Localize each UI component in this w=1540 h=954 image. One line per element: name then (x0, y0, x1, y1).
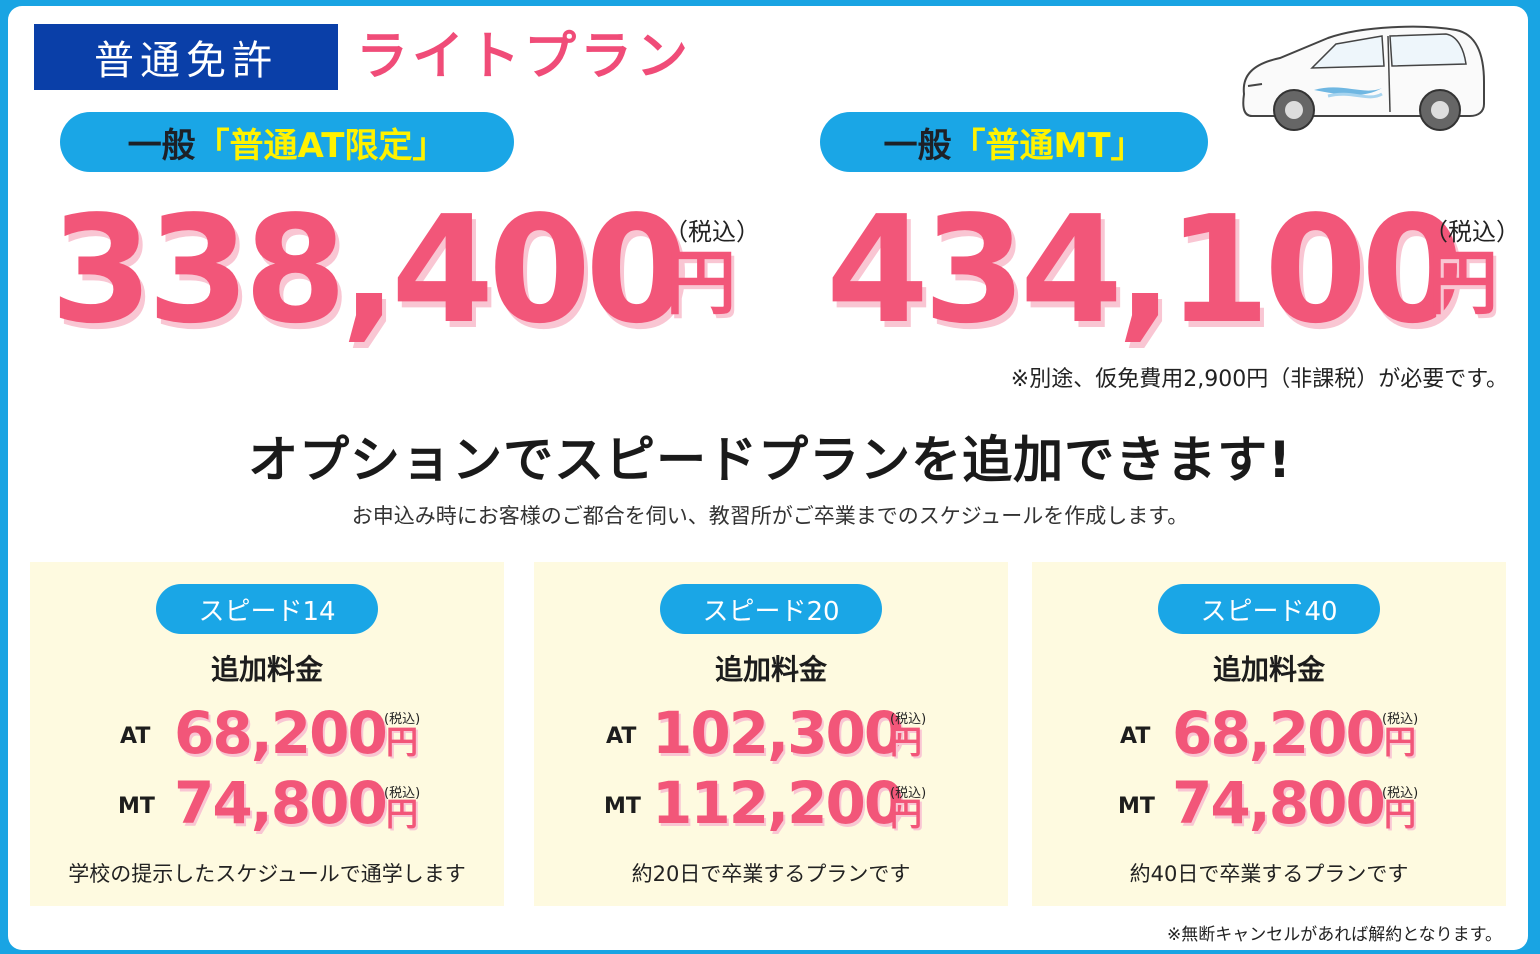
option-box-speed20: スピード20 追加料金 AT 102,300 (税込) 円 MT 112,200… (534, 562, 1008, 906)
plan-category-at: 一般 「普通AT限定」 (60, 112, 514, 172)
tax-note: (税込) (890, 712, 927, 727)
plan-category-prefix: 一般 (883, 125, 952, 166)
extra-fee-note: ※別途、仮免費用2,900円（非課税）が必要です。 (1010, 367, 1508, 392)
tax-note: (税込) (1382, 786, 1419, 801)
at-label: AT (1120, 724, 1151, 749)
at-price: 68,200 (1172, 699, 1386, 767)
plan-category-prefix: 一般 (127, 125, 196, 166)
speed-plan-badge: スピード20 (660, 584, 882, 634)
price-at: 338,400 (50, 184, 688, 356)
option-box-speed14: スピード14 追加料金 AT 68,200 (税込) 円 MT 74,800 (… (30, 562, 504, 906)
tax-note: (税込) (1382, 712, 1419, 727)
at-label: AT (606, 724, 637, 749)
plan-category-highlight: 「普通AT限定」 (195, 125, 447, 166)
option-description: 学校の提示したスケジュールで通学します (68, 862, 466, 886)
tax-note-at: （税込） (664, 218, 760, 246)
speed-plan-badge: スピード14 (156, 584, 378, 634)
fee-label: 追加料金 (210, 653, 323, 686)
yen-mt: 円 (1428, 242, 1498, 324)
tax-note: (税込) (384, 712, 421, 727)
tax-note: (税込) (384, 786, 421, 801)
speed-plan-badge: スピード40 (1158, 584, 1380, 634)
license-type-label: 普通免許 (34, 24, 338, 90)
yen-label: 円 (386, 795, 419, 833)
mt-price: 74,800 (1172, 769, 1386, 837)
car-illustration-icon (1242, 25, 1485, 131)
yen-at: 円 (666, 242, 736, 324)
plan-title: ライトプラン (356, 27, 693, 87)
plan-category-mt: 一般 「普通MT」 (820, 112, 1208, 172)
cancel-note: ※無断キャンセルがあれば解約となります。 (1166, 925, 1502, 945)
at-label: AT (120, 724, 151, 749)
option-description: 約40日で卒業するプランです (1129, 862, 1409, 886)
fee-label: 追加料金 (1212, 653, 1325, 686)
tax-note: (税込) (890, 786, 927, 801)
mt-price: 112,200 (652, 769, 904, 837)
tax-note-mt: （税込） (1424, 218, 1520, 246)
option-box-speed40: スピード40 追加料金 AT 68,200 (税込) 円 MT 74,800 (… (1032, 562, 1506, 906)
option-headline: オプションでスピードプランを追加できます! (248, 431, 1292, 489)
price-mt: 434,100 (826, 184, 1464, 356)
yen-label: 円 (1384, 723, 1417, 761)
yen-label: 円 (386, 723, 419, 761)
mt-label: MT (604, 794, 641, 819)
yen-label: 円 (890, 795, 923, 833)
fee-label: 追加料金 (714, 653, 827, 686)
yen-label: 円 (1384, 795, 1417, 833)
plan-category-highlight: 「普通MT」 (951, 125, 1145, 166)
mt-price: 74,800 (174, 769, 388, 837)
mt-label: MT (1118, 794, 1155, 819)
at-price: 68,200 (174, 699, 388, 767)
mt-label: MT (118, 794, 155, 819)
at-price: 102,300 (652, 699, 904, 767)
yen-label: 円 (890, 723, 923, 761)
option-subline: お申込み時にお客様のご都合を伺い、教習所がご卒業までのスケジュールを作成します。 (351, 504, 1189, 528)
option-description: 約20日で卒業するプランです (631, 862, 911, 886)
